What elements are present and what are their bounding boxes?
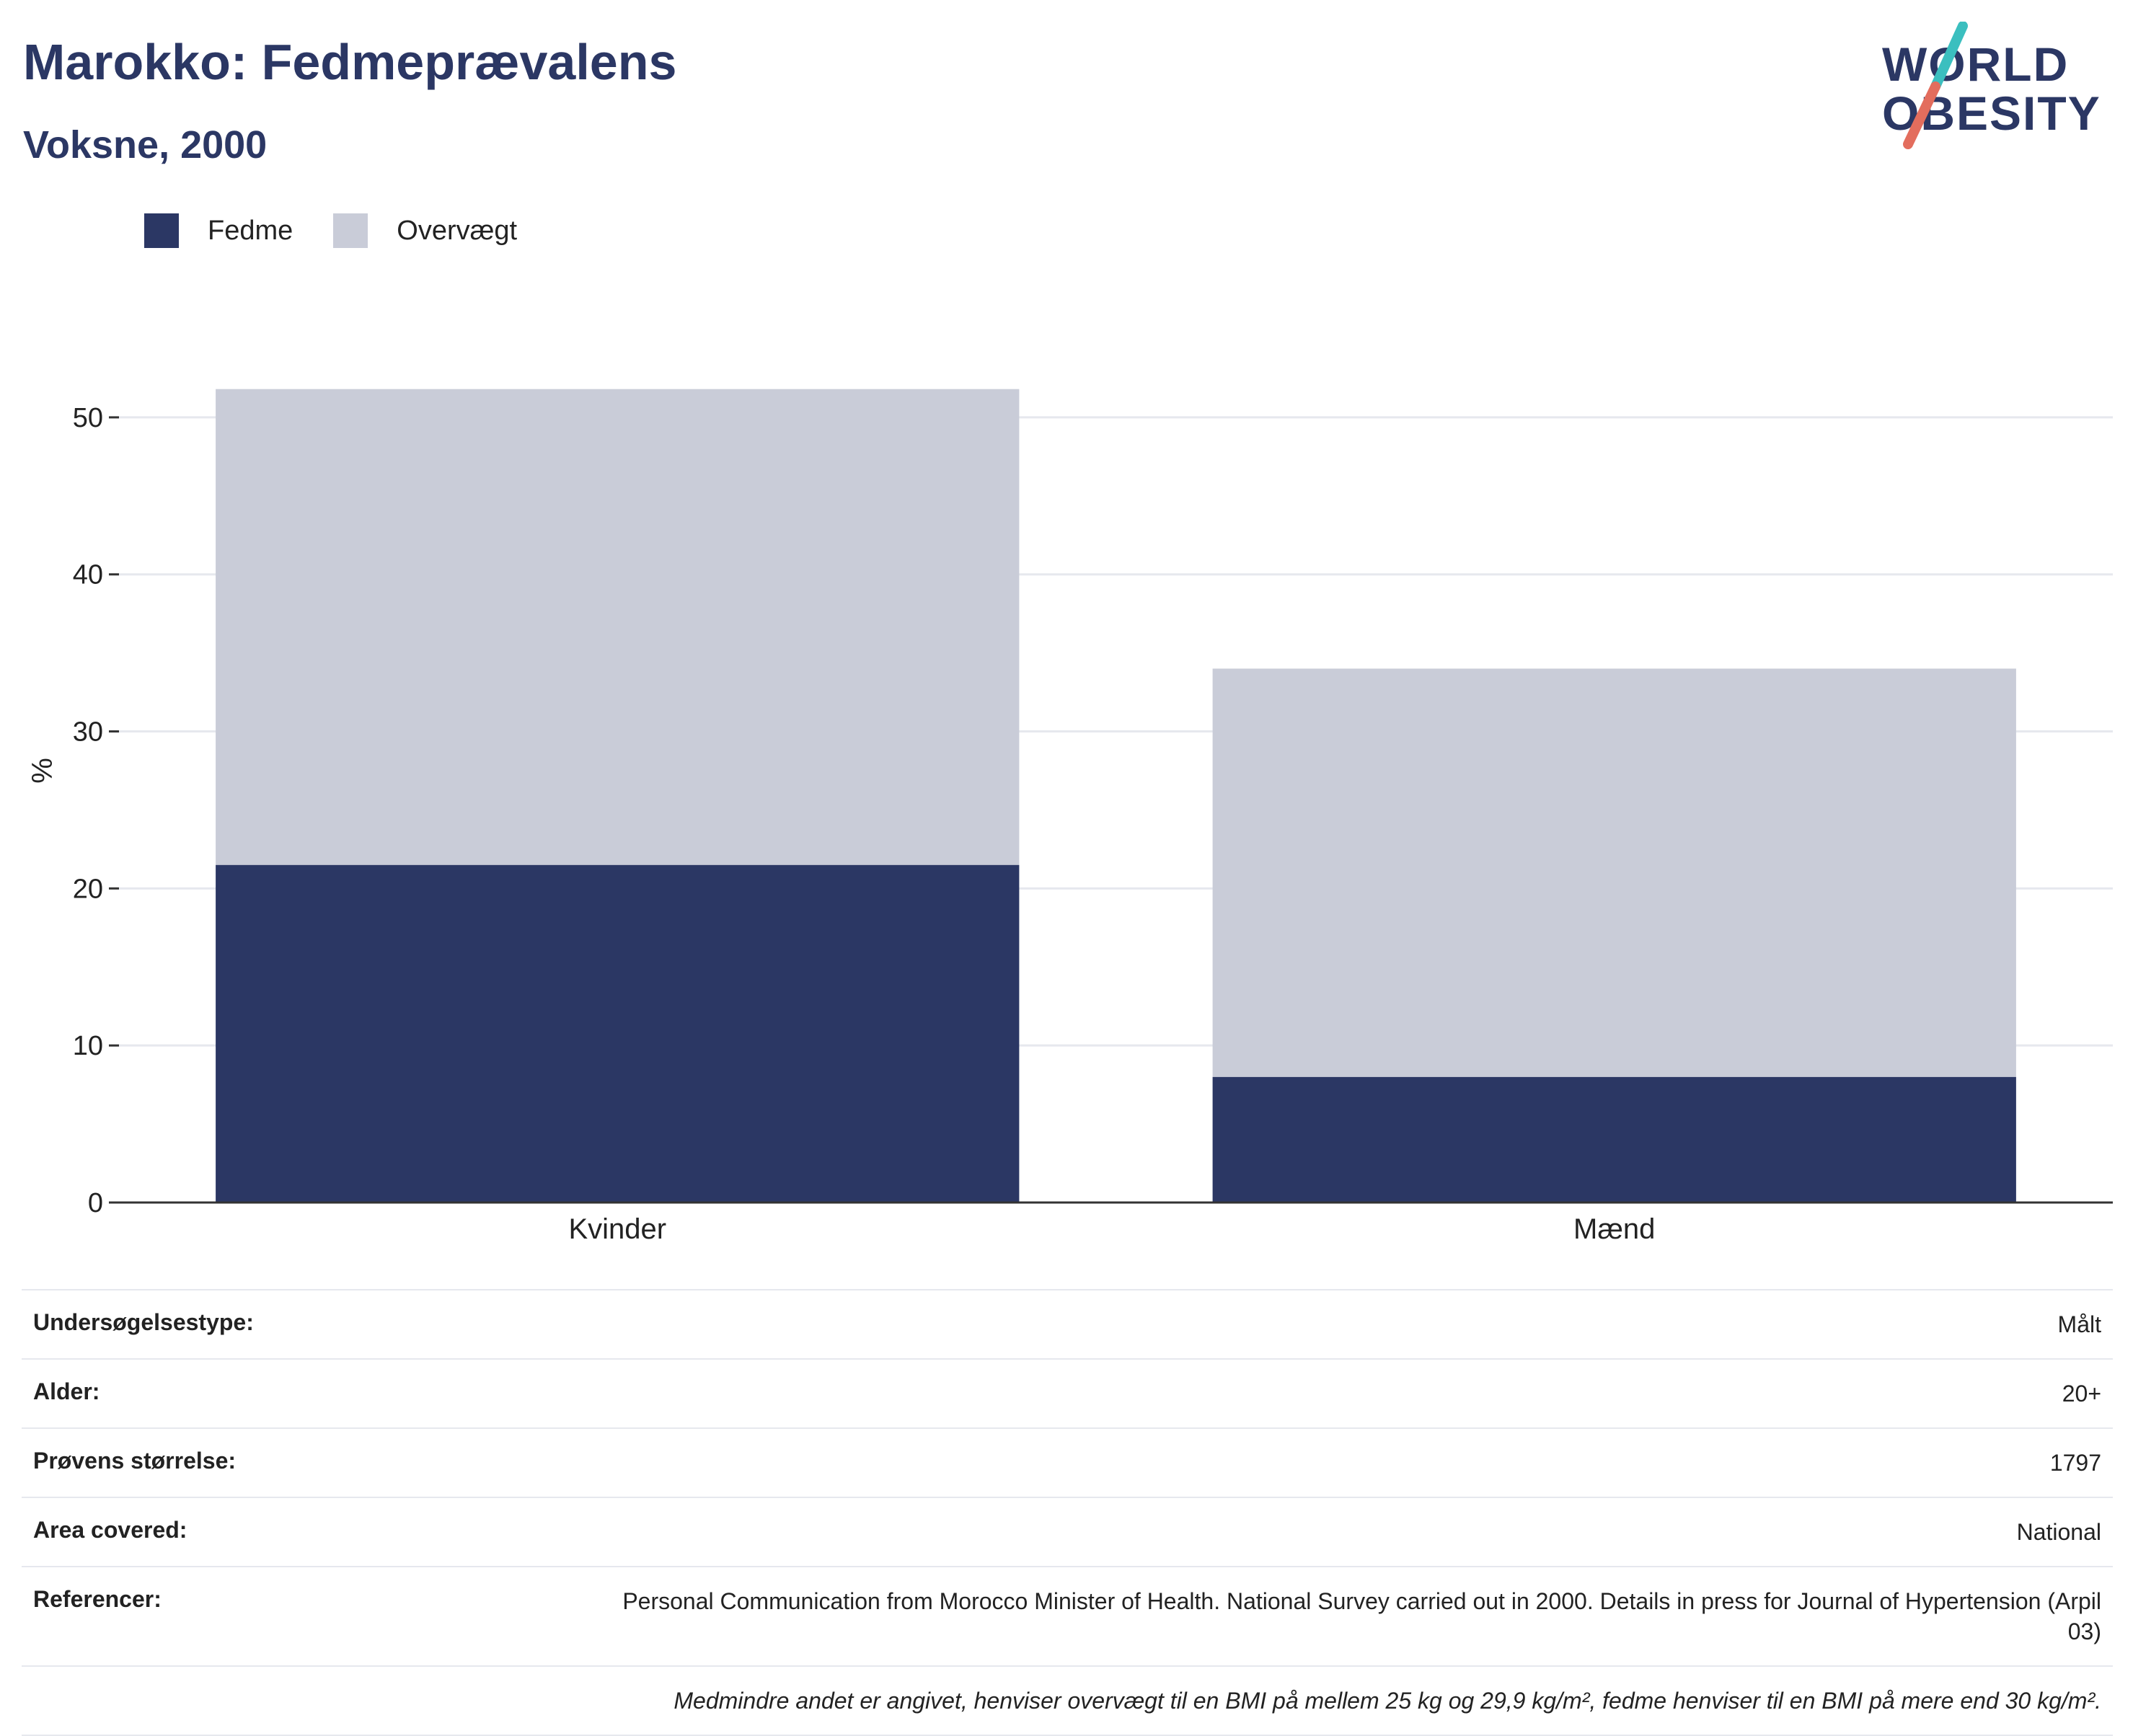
x-tick-label: Kvinder bbox=[568, 1213, 666, 1245]
legend-label-fedme: Fedme bbox=[208, 215, 293, 246]
bar-fedme-mænd bbox=[1212, 1076, 2016, 1203]
logo-line-1: WORLD bbox=[1882, 37, 2070, 91]
info-value: 1797 bbox=[2049, 1450, 2101, 1476]
info-row-references: Referencer: Personal Communication from … bbox=[22, 1566, 2113, 1665]
info-value: 20+ bbox=[2062, 1381, 2101, 1407]
y-axis-label: % bbox=[27, 758, 58, 784]
info-key: Alder: bbox=[33, 1378, 100, 1404]
page-title: Marokko: Fedmeprævalens bbox=[23, 34, 677, 90]
legend-label-overvaegt: Overvægt bbox=[397, 215, 518, 246]
info-value: National bbox=[2016, 1519, 2101, 1545]
info-key: Referencer: bbox=[33, 1586, 162, 1612]
info-value: Personal Communication from Morocco Mini… bbox=[622, 1588, 2101, 1644]
y-tick-label: 40 bbox=[73, 560, 103, 590]
info-footnote: Medmindre andet er angivet, henviser ove… bbox=[22, 1665, 2113, 1736]
info-row-survey-type: Undersøgelsestype: Målt bbox=[22, 1289, 2113, 1358]
page-subtitle: Voksne, 2000 bbox=[23, 123, 268, 167]
legend-swatch-overvaegt bbox=[333, 213, 368, 248]
y-tick-label: 0 bbox=[88, 1188, 103, 1218]
logo-slash-icon bbox=[1903, 22, 1968, 149]
info-key: Undersøgelsestype: bbox=[33, 1309, 254, 1335]
y-tick-label: 10 bbox=[73, 1031, 103, 1061]
y-tick-label: 30 bbox=[73, 717, 103, 748]
world-obesity-logo: WORLD OBESITY bbox=[1882, 22, 2113, 151]
footnote-text: Medmindre andet er angivet, henviser ove… bbox=[674, 1688, 2101, 1714]
info-table: Undersøgelsestype: Målt Alder: 20+ Prøve… bbox=[22, 1289, 2113, 1736]
bar-chart: 0 10 20 30 40 50% Kvinder Mænd bbox=[27, 389, 2113, 1245]
y-tick-label: 50 bbox=[73, 403, 103, 433]
y-tick-label: 20 bbox=[73, 874, 103, 904]
info-row-age: Alder: 20+ bbox=[22, 1358, 2113, 1427]
x-tick-label: Mænd bbox=[1573, 1213, 1655, 1245]
info-key: Prøvens størrelse: bbox=[33, 1448, 237, 1474]
info-row-area: Area covered: National bbox=[22, 1497, 2113, 1566]
bar-fedme-kvinder bbox=[216, 864, 1020, 1203]
legend-item-fedme[interactable]: Fedme bbox=[144, 213, 293, 248]
legend-swatch-fedme bbox=[144, 213, 179, 248]
legend-item-overvaegt[interactable]: Overvægt bbox=[333, 213, 517, 248]
chart-legend: Fedme Overvægt bbox=[144, 213, 557, 248]
info-key: Area covered: bbox=[33, 1517, 187, 1543]
bar-overvægt-mænd bbox=[1212, 668, 2016, 1077]
info-row-sample-size: Prøvens størrelse: 1797 bbox=[22, 1427, 2113, 1497]
bar-overvægt-kvinder bbox=[216, 389, 1020, 865]
info-value: Målt bbox=[2057, 1311, 2101, 1337]
